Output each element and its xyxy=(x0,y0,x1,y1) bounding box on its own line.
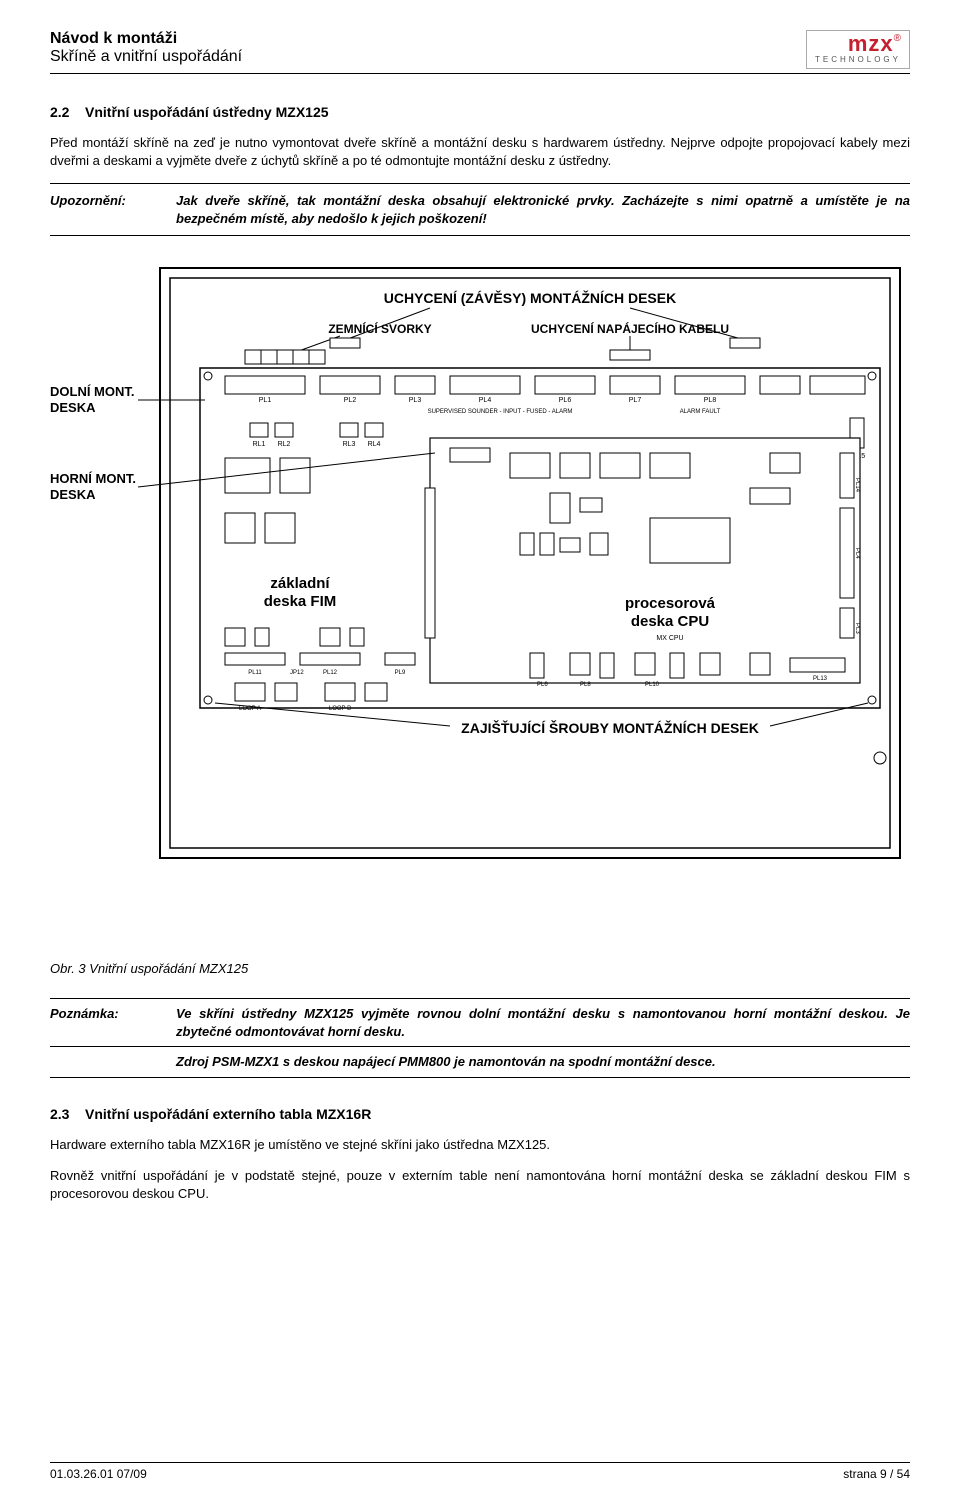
label-horni-2: DESKA xyxy=(50,487,96,502)
warning-block: Upozornění: Jak dveře skříně, tak montáž… xyxy=(50,183,910,236)
svg-text:PL14: PL14 xyxy=(854,478,860,493)
section-number: 2.2 xyxy=(50,104,69,120)
section-title-23: Vnitřní uspořádání externího tabla MZX16… xyxy=(85,1106,371,1122)
page-header: Návod k montáži Skříně a vnitřní uspořád… xyxy=(50,30,910,74)
svg-text:PL3: PL3 xyxy=(409,397,422,404)
label-uchyceni-zavesy: UCHYCENÍ (ZÁVĚSY) MONTÁŽNÍCH DESEK xyxy=(384,289,676,306)
note-text-2: Zdroj PSM-MZX1 s deskou napájecí PMM800 … xyxy=(176,1053,910,1071)
note-text-1: Ve skříni ústředny MZX125 vyjměte rovnou… xyxy=(176,1005,910,1040)
diagram-svg: UCHYCENÍ (ZÁVĚSY) MONTÁŽNÍCH DESEK ZEMNÍ… xyxy=(50,258,910,938)
svg-text:PL6: PL6 xyxy=(559,397,572,404)
page-footer: 01.03.26.01 07/09 strana 9 / 54 xyxy=(50,1462,910,1481)
label-dolni-2: DESKA xyxy=(50,400,96,415)
label-zajistujici: ZAJIŠŤUJÍCÍ ŠROUBY MONTÁŽNÍCH DESEK xyxy=(461,719,759,736)
note-label: Poznámka: xyxy=(50,1005,160,1040)
label-procesorova-1: procesorová xyxy=(625,595,716,612)
svg-text:PL4: PL4 xyxy=(854,548,860,559)
svg-text:SUPERVISED SOUNDER - INPUT - F: SUPERVISED SOUNDER - INPUT - FUSED - ALA… xyxy=(428,409,573,415)
section-number-23: 2.3 xyxy=(50,1106,69,1122)
logo-text: mzx xyxy=(848,31,894,56)
logo-registered: ® xyxy=(894,33,901,44)
label-horni-1: HORNÍ MONT. xyxy=(50,471,136,486)
section-title: Vnitřní uspořádání ústředny MZX125 xyxy=(85,104,329,120)
label-dolni-1: DOLNÍ MONT. xyxy=(50,384,135,399)
svg-text:MX CPU: MX CPU xyxy=(656,635,683,642)
section-2-2-para1: Před montáží skříně na zeď je nutno vymo… xyxy=(50,134,910,169)
svg-text:RL1: RL1 xyxy=(253,441,266,448)
section-2-3-para2: Rovněž vnitřní uspořádání je v podstatě … xyxy=(50,1167,910,1202)
svg-text:RL4: RL4 xyxy=(368,441,381,448)
figure-caption: Obr. 3 Vnitřní uspořádání MZX125 xyxy=(50,961,910,976)
section-2-3-heading: 2.3 Vnitřní uspořádání externího tabla M… xyxy=(50,1106,910,1122)
header-title-bold: Návod k montáži xyxy=(50,30,242,48)
svg-text:PL12: PL12 xyxy=(323,670,338,676)
svg-text:RL3: RL3 xyxy=(343,441,356,448)
svg-text:PL6: PL6 xyxy=(537,682,548,688)
note-block: Poznámka: Ve skříni ústředny MZX125 vyjm… xyxy=(50,998,910,1078)
svg-text:PL7: PL7 xyxy=(629,397,642,404)
section-2-2-heading: 2.2 Vnitřní uspořádání ústředny MZX125 xyxy=(50,104,910,120)
logo-subtext: TECHNOLOGY xyxy=(815,55,901,64)
svg-text:PL13: PL13 xyxy=(813,676,828,682)
svg-text:PL10: PL10 xyxy=(645,682,660,688)
svg-text:RL2: RL2 xyxy=(278,441,291,448)
label-uchyceni-kabelu: UCHYCENÍ NAPÁJECÍHO KABELU xyxy=(531,321,729,336)
label-zakladni-2: deska FIM xyxy=(264,593,337,610)
warning-label: Upozornění: xyxy=(50,192,160,227)
footer-right: strana 9 / 54 xyxy=(843,1467,910,1481)
svg-text:PL3: PL3 xyxy=(854,623,860,634)
svg-text:LOOP B: LOOP B xyxy=(329,706,351,712)
header-title-block: Návod k montáži Skříně a vnitřní uspořád… xyxy=(50,30,242,66)
diagram-figure: UCHYCENÍ (ZÁVĚSY) MONTÁŽNÍCH DESEK ZEMNÍ… xyxy=(50,258,910,941)
svg-text:PL8: PL8 xyxy=(704,397,717,404)
label-zemnici-svorky: ZEMNÍCÍ SVORKY xyxy=(328,321,431,336)
svg-text:JP12: JP12 xyxy=(290,670,304,676)
section-2-3-para1: Hardware externího tabla MZX16R je umíst… xyxy=(50,1136,910,1154)
footer-left: 01.03.26.01 07/09 xyxy=(50,1467,147,1481)
svg-text:PL8: PL8 xyxy=(580,682,591,688)
svg-text:PL2: PL2 xyxy=(344,397,357,404)
svg-text:PL11: PL11 xyxy=(248,670,262,676)
svg-text:PL9: PL9 xyxy=(395,670,406,676)
svg-text:PL4: PL4 xyxy=(479,397,492,404)
logo: mzx® TECHNOLOGY xyxy=(806,30,910,69)
svg-text:PL1: PL1 xyxy=(259,397,272,404)
label-procesorova-2: deska CPU xyxy=(631,613,709,630)
label-zakladni-1: základní xyxy=(270,575,330,592)
svg-text:ALARM FAULT: ALARM FAULT xyxy=(680,409,721,415)
warning-text: Jak dveře skříně, tak montážní deska obs… xyxy=(176,192,910,227)
header-title-sub: Skříně a vnitřní uspořádání xyxy=(50,48,242,66)
